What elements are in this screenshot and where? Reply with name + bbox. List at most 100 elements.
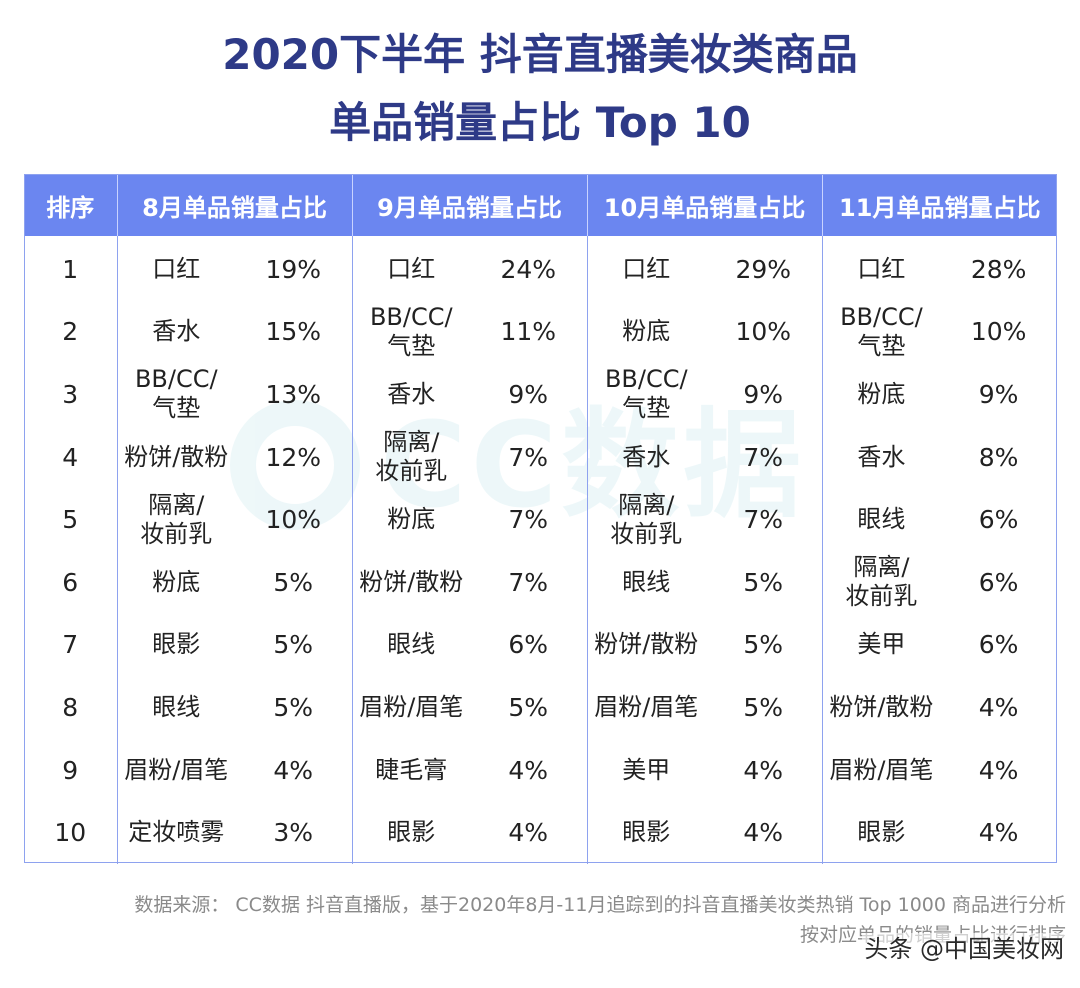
sales-share: 6% [978, 567, 1019, 597]
product-name: 粉饼/散粉 [829, 692, 934, 721]
table-row: 7 眼影 5% 眼线 6% 粉饼/散粉 5% 美甲 6% [24, 613, 1057, 677]
sales-share: 11% [500, 317, 557, 347]
month-cell: 香水 7% [586, 425, 822, 489]
month-cell: 眼影 5% [116, 613, 352, 677]
sales-share: 8% [978, 442, 1019, 472]
table-row: 8 眼线 5% 眉粉/眉笔 5% 眉粉/眉笔 5% 粉饼/散粉 4% [24, 676, 1057, 739]
month-cell: BB/CC/气垫 10% [821, 300, 1057, 364]
month-cell: 睫毛膏 4% [351, 738, 587, 802]
rank-number: 6 [62, 567, 79, 597]
month-cell: 眉粉/眉笔 4% [116, 738, 352, 802]
product-name: 眉粉/眉笔 [124, 755, 229, 784]
product-name: 定妆喷雾 [128, 818, 225, 847]
month-cell: 美甲 6% [821, 613, 1057, 677]
month-cell: 眼线 6% [351, 613, 587, 677]
product-name: BB/CC/气垫 [604, 365, 688, 423]
header-oct: 10月单品销量占比 [586, 174, 822, 236]
month-cell: BB/CC/气垫 13% [116, 363, 352, 426]
product-name: 眉粉/眉笔 [359, 692, 464, 721]
month-cell: 眼影 4% [351, 801, 587, 864]
sales-share: 7% [743, 505, 784, 535]
product-name: 美甲 [622, 755, 671, 784]
sales-share: 5% [508, 692, 549, 722]
rank-number: 10 [54, 818, 87, 848]
table-header-row: 排序 8月单品销量占比 9月单品销量占比 10月单品销量占比 11月单品销量占比 [24, 174, 1057, 236]
month-cell: 粉底 9% [821, 363, 1057, 426]
product-name: 隔离/妆前乳 [845, 553, 918, 611]
sales-share: 4% [743, 755, 784, 785]
sales-share: 3% [273, 818, 314, 848]
sales-share: 10% [265, 505, 322, 535]
credit-watermark: 头条 @中国美妆网 [862, 933, 1066, 965]
sales-share: 7% [743, 442, 784, 472]
sales-share: 7% [508, 567, 549, 597]
sales-share: 19% [265, 254, 322, 284]
sales-share: 6% [978, 630, 1019, 660]
product-name: 香水 [622, 442, 671, 471]
product-name: 隔离/妆前乳 [375, 428, 448, 486]
month-cell: 口红 28% [821, 236, 1057, 301]
header-aug: 8月单品销量占比 [116, 174, 352, 236]
month-cell: 隔离/妆前乳 10% [116, 488, 352, 551]
rank-number: 8 [62, 692, 79, 722]
product-name: 香水 [152, 317, 201, 346]
month-cell: 粉饼/散粉 7% [351, 550, 587, 614]
month-cell: 眼线 6% [821, 488, 1057, 551]
month-cell: 眉粉/眉笔 4% [821, 738, 1057, 802]
sales-share: 5% [273, 692, 314, 722]
month-cell: 粉底 10% [586, 300, 822, 364]
product-name: 隔离/妆前乳 [610, 490, 683, 548]
month-cell: 眉粉/眉笔 5% [351, 676, 587, 739]
month-cell: 眼影 4% [821, 801, 1057, 864]
product-name: 眼线 [152, 692, 201, 721]
table-row: 1 口红 19% 口红 24% 口红 29% 口红 28% [24, 236, 1057, 301]
rank-number: 3 [62, 379, 79, 409]
table-row: 10 定妆喷雾 3% 眼影 4% 眼影 4% 眼影 4% [24, 801, 1057, 864]
month-cell: 眼线 5% [116, 676, 352, 739]
table-body: 1 口红 19% 口红 24% 口红 29% 口红 28% 2 香水 15% BB/CC/气垫 11% 粉底… [24, 236, 1057, 864]
product-name: 眼影 [857, 818, 906, 847]
product-name: 口红 [622, 254, 671, 283]
month-cell: 粉底 5% [116, 550, 352, 614]
sales-share: 28% [970, 254, 1027, 284]
product-name: 眼线 [387, 630, 436, 659]
product-name: 粉底 [857, 379, 906, 408]
rank-number: 2 [62, 317, 79, 347]
product-name: 粉饼/散粉 [124, 442, 229, 471]
sales-share: 7% [508, 442, 549, 472]
product-name: 粉底 [387, 505, 436, 534]
table-row: 4 粉饼/散粉 12% 隔离/妆前乳 7% 香水 7% 香水 8% [24, 425, 1057, 489]
sales-share: 15% [265, 317, 322, 347]
product-name: 口红 [387, 254, 436, 283]
sales-share: 4% [508, 755, 549, 785]
sales-share: 5% [743, 567, 784, 597]
sales-share: 4% [978, 755, 1019, 785]
product-name: 粉饼/散粉 [359, 567, 464, 596]
month-cell: BB/CC/气垫 11% [351, 300, 587, 364]
source-line-1: 数据来源： CC数据 抖音直播版，基于2020年8月-11月追踪到的抖音直播美妆… [134, 894, 1066, 916]
sales-share: 9% [508, 379, 549, 409]
month-cell: 香水 8% [821, 425, 1057, 489]
month-cell: 口红 24% [351, 236, 587, 301]
product-name: 眼影 [152, 630, 201, 659]
rank-number: 9 [62, 755, 79, 785]
table-row: 2 香水 15% BB/CC/气垫 11% 粉底 10% BB/CC/气垫 10% [24, 300, 1057, 364]
month-cell: 眼线 5% [586, 550, 822, 614]
product-name: 香水 [387, 379, 436, 408]
chart-title-line2: 单品销量占比 Top 10 [329, 98, 751, 147]
table-row: 3 BB/CC/气垫 13% 香水 9% BB/CC/气垫 9% 粉底 9% [24, 363, 1057, 426]
month-cell: 香水 9% [351, 363, 587, 426]
month-cell: 定妆喷雾 3% [116, 801, 352, 864]
sales-share: 5% [273, 567, 314, 597]
header-nov: 11月单品销量占比 [821, 174, 1057, 236]
table-row: 6 粉底 5% 粉饼/散粉 7% 眼线 5% 隔离/妆前乳 6% [24, 550, 1057, 614]
product-name: 粉底 [622, 317, 671, 346]
product-name: 口红 [152, 254, 201, 283]
product-name: 眉粉/眉笔 [829, 755, 934, 784]
ranking-table: 排序 8月单品销量占比 9月单品销量占比 10月单品销量占比 11月单品销量占比… [24, 174, 1057, 864]
sales-share: 5% [273, 630, 314, 660]
sales-share: 24% [500, 254, 557, 284]
sales-share: 12% [265, 442, 322, 472]
sales-share: 5% [743, 692, 784, 722]
month-cell: 香水 15% [116, 300, 352, 364]
